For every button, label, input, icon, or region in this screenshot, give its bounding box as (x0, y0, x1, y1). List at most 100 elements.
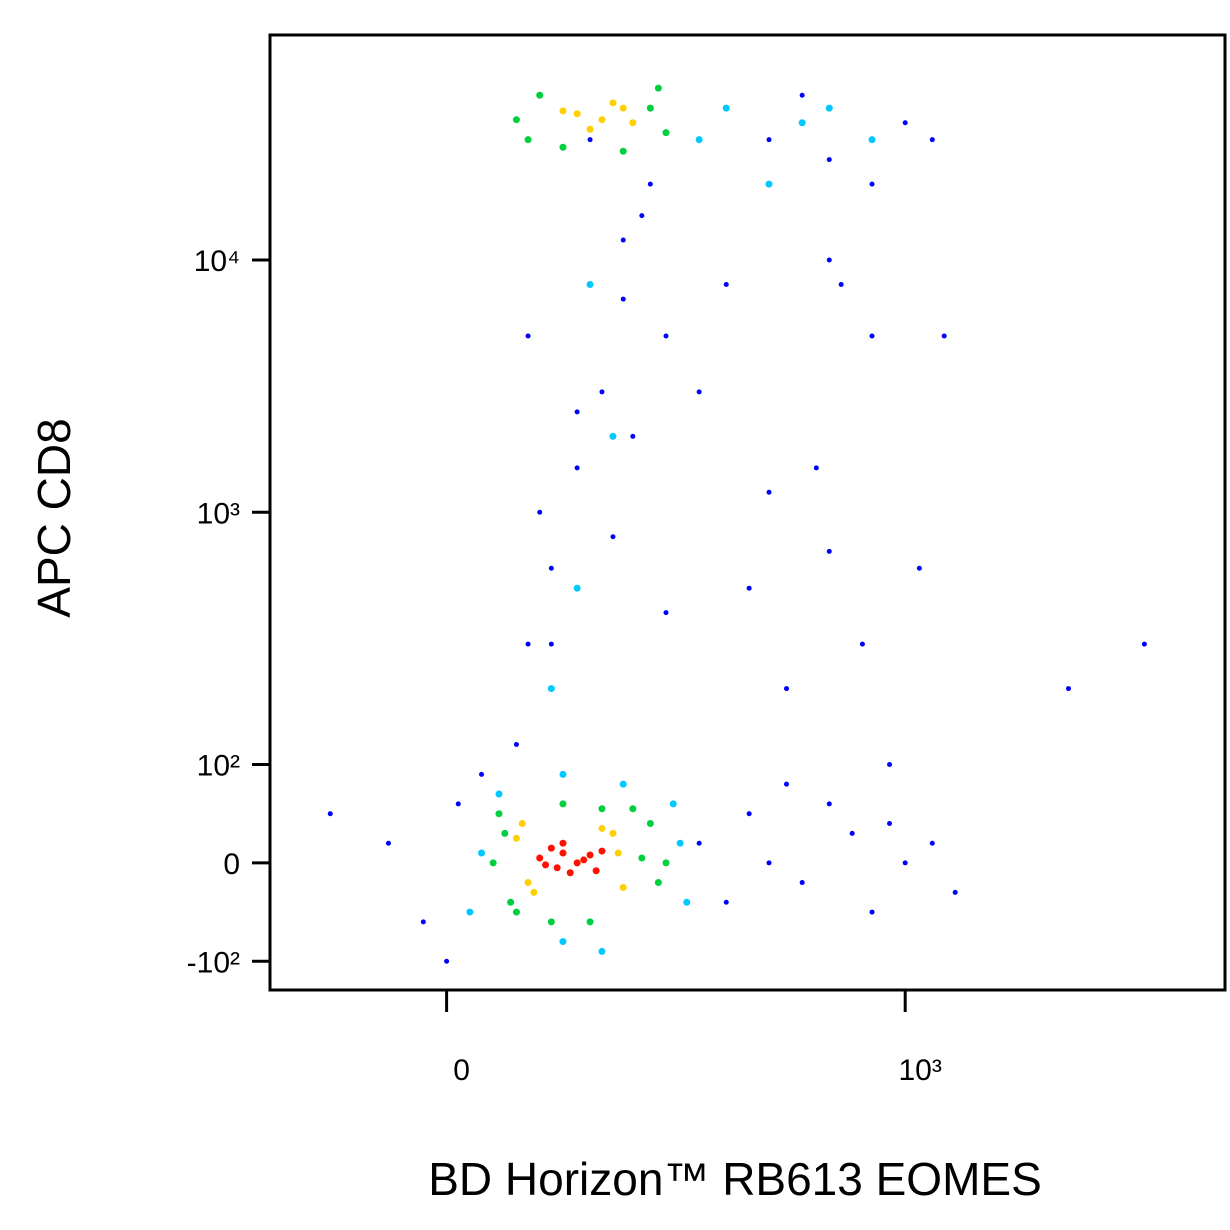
point (559, 849, 567, 857)
point (869, 181, 875, 187)
point (620, 296, 626, 302)
point (696, 389, 702, 395)
point (695, 136, 703, 144)
point (723, 281, 729, 287)
point (536, 854, 544, 862)
point (598, 116, 606, 124)
point (547, 918, 555, 926)
point (609, 829, 617, 837)
point (869, 909, 875, 915)
point (479, 771, 485, 777)
point (765, 180, 773, 188)
point (887, 821, 893, 827)
point (599, 389, 605, 395)
point (746, 811, 752, 817)
point (566, 869, 574, 877)
point (929, 840, 935, 846)
point (1141, 641, 1147, 647)
plot-frame (268, 33, 1227, 992)
point (609, 99, 617, 107)
point (746, 585, 752, 591)
point (916, 565, 922, 571)
point (663, 610, 669, 616)
point (629, 119, 637, 127)
point (619, 780, 627, 788)
point (630, 433, 636, 439)
point (574, 409, 580, 415)
point (766, 860, 772, 866)
point (548, 641, 554, 647)
point (676, 839, 684, 847)
point (798, 119, 806, 127)
point (512, 908, 520, 916)
point (542, 861, 550, 869)
point (639, 213, 645, 219)
y-tick-label: 10⁴ (194, 245, 240, 278)
point (799, 880, 805, 886)
point (941, 333, 947, 339)
point (614, 849, 622, 857)
point (646, 820, 654, 828)
point (619, 104, 627, 112)
point (592, 867, 600, 875)
point (654, 84, 662, 92)
point (495, 810, 503, 818)
point (574, 465, 580, 471)
point (826, 157, 832, 163)
point (669, 800, 677, 808)
point (495, 790, 503, 798)
point (887, 762, 893, 768)
point (559, 839, 567, 847)
point (869, 333, 875, 339)
x-axis-label: BD Horizon™ RB613 EOMES (428, 1153, 1042, 1205)
point (646, 104, 654, 112)
point (696, 840, 702, 846)
point (513, 742, 519, 748)
point (586, 918, 594, 926)
point (525, 333, 531, 339)
point (586, 280, 594, 288)
y-tick-label: 10³ (197, 497, 240, 530)
point (385, 840, 391, 846)
point (902, 120, 908, 126)
y-tick-label: 0 (223, 848, 240, 881)
point (559, 770, 567, 778)
point (420, 919, 426, 925)
point (444, 958, 450, 964)
point (548, 565, 554, 571)
point (620, 237, 626, 243)
point (766, 137, 772, 143)
point (799, 92, 805, 98)
point (868, 136, 876, 144)
point (609, 432, 617, 440)
point (638, 854, 646, 862)
point (619, 883, 627, 891)
point (586, 851, 594, 859)
y-axis-label: APC CD8 (28, 418, 80, 617)
point (647, 181, 653, 187)
point (512, 116, 520, 124)
point (586, 125, 594, 133)
point (553, 864, 561, 872)
point (619, 147, 627, 155)
point (826, 257, 832, 263)
point (610, 534, 616, 540)
point (466, 908, 474, 916)
point (587, 137, 593, 143)
point (559, 938, 567, 946)
point (524, 136, 532, 144)
point (489, 859, 497, 867)
point (598, 824, 606, 832)
point (327, 811, 333, 817)
point (784, 686, 790, 692)
point (929, 137, 935, 143)
point (826, 548, 832, 554)
point (1065, 686, 1071, 692)
point (654, 879, 662, 887)
point (825, 104, 833, 112)
point (547, 685, 555, 693)
point (524, 879, 532, 887)
point (662, 129, 670, 137)
y-tick-label: 10² (197, 750, 240, 783)
